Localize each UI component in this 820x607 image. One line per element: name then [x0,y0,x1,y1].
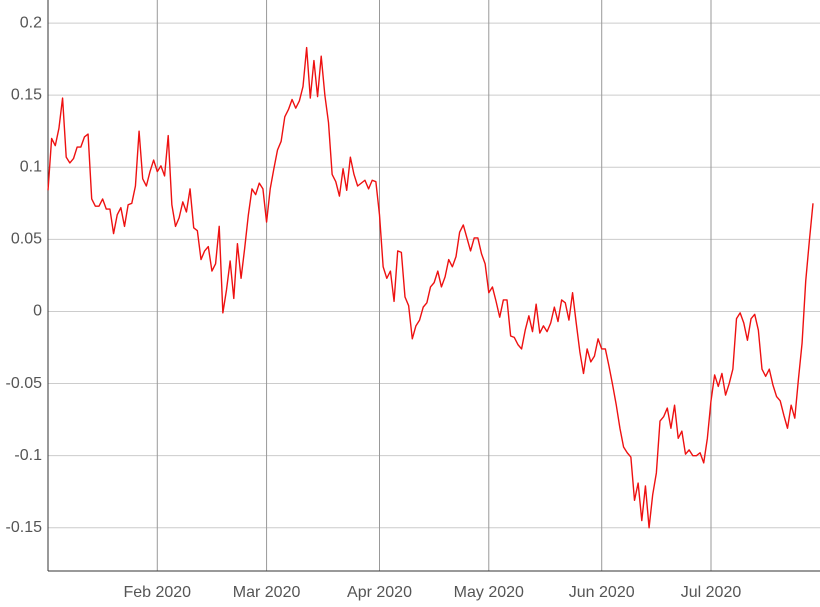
x-tick-label: Feb 2020 [123,584,191,601]
y-tick-label: 0.1 [20,158,42,175]
y-tick-label: 0.2 [20,14,42,31]
y-tick-label: -0.05 [6,375,43,392]
y-tick-label: 0.15 [11,86,42,103]
x-tick-label: Jul 2020 [681,584,742,601]
y-tick-label: 0.05 [11,231,42,248]
x-tick-label: May 2020 [454,584,524,601]
x-tick-label: Apr 2020 [347,584,412,601]
y-tick-label: 0 [33,303,42,320]
x-tick-label: Mar 2020 [233,584,301,601]
line [47,46,814,529]
x-tick-label: Jun 2020 [569,584,635,601]
y-tick-label: -0.15 [6,519,43,536]
y-tick-label: -0.1 [14,447,42,464]
